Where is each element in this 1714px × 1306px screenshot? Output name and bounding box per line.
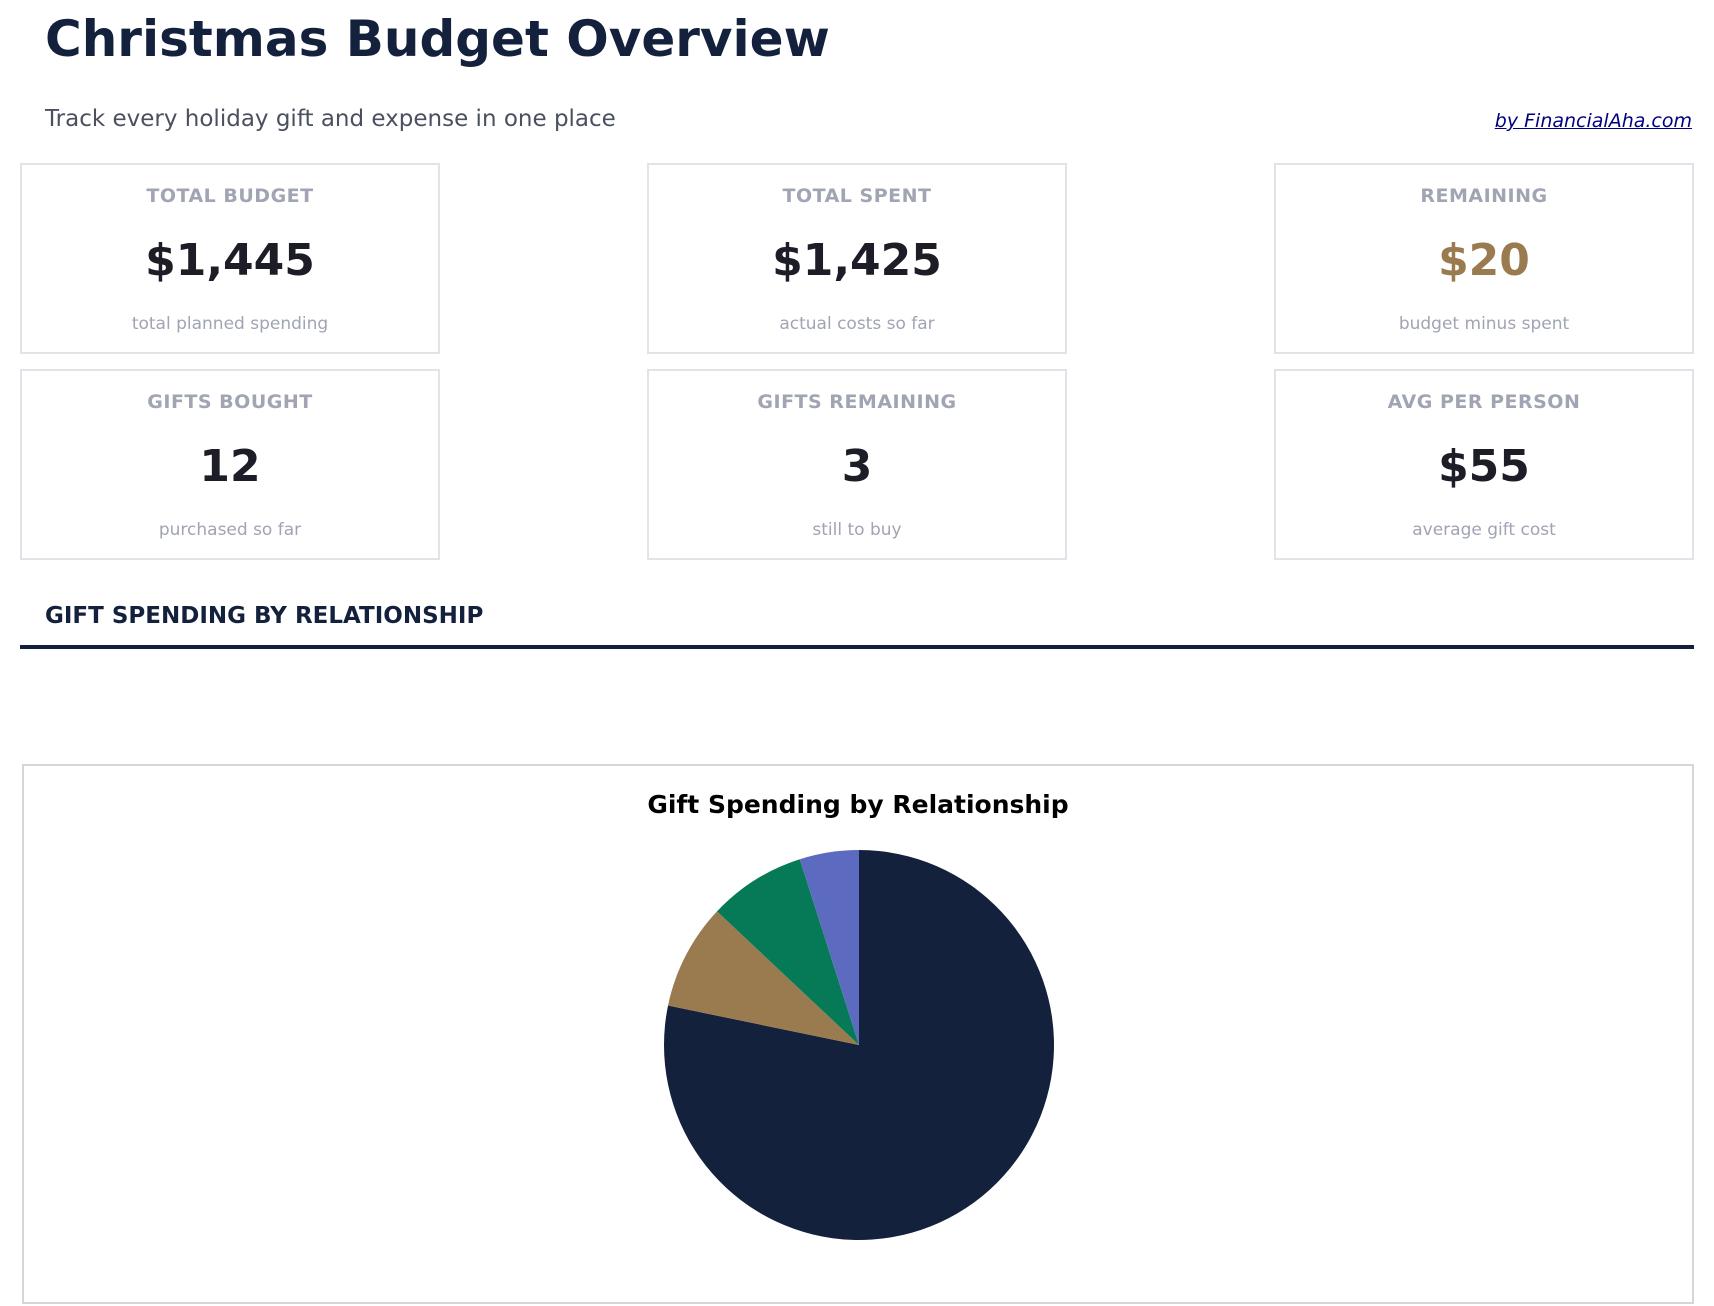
pie-chart	[664, 850, 1054, 1240]
card-gifts-bought: GIFTS BOUGHT 12 purchased so far	[20, 369, 440, 560]
card-label: TOTAL SPENT	[782, 185, 932, 207]
card-subtext: purchased so far	[158, 520, 302, 540]
card-label: TOTAL BUDGET	[146, 185, 314, 207]
card-label: GIFTS BOUGHT	[147, 391, 313, 413]
card-total-spent: TOTAL SPENT $1,425 actual costs so far	[647, 163, 1067, 354]
credit-link[interactable]: by FinancialAha.com	[1494, 110, 1692, 132]
card-remaining: REMAINING $20 budget minus spent	[1274, 163, 1694, 354]
card-value: $1,425	[772, 235, 942, 286]
card-subtext: actual costs so far	[779, 314, 935, 334]
page-title: Christmas Budget Overview	[45, 10, 830, 68]
pie-slice-1[interactable]	[668, 911, 859, 1045]
page-subtitle: Track every holiday gift and expense in …	[45, 106, 616, 132]
card-subtext: average gift cost	[1412, 520, 1556, 540]
pie-slice-3[interactable]	[799, 850, 859, 1045]
card-value: $20	[1438, 235, 1530, 286]
pie-slice-2[interactable]	[716, 859, 859, 1045]
chart-title: Gift Spending by Relationship	[647, 790, 1069, 819]
card-value: 3	[841, 441, 873, 492]
card-value: $1,445	[145, 235, 315, 286]
card-subtext: total planned spending	[131, 314, 329, 334]
card-avg-per-person: AVG PER PERSON $55 average gift cost	[1274, 369, 1694, 560]
card-label: GIFTS REMAINING	[757, 391, 957, 413]
card-label: AVG PER PERSON	[1387, 391, 1581, 413]
card-subtext: still to buy	[812, 520, 902, 540]
section-heading: GIFT SPENDING BY RELATIONSHIP	[45, 603, 484, 629]
card-total-budget: TOTAL BUDGET $1,445 total planned spendi…	[20, 163, 440, 354]
card-value: $55	[1438, 441, 1530, 492]
card-gifts-remaining: GIFTS REMAINING 3 still to buy	[647, 369, 1067, 560]
card-value: 12	[199, 441, 261, 492]
card-label: REMAINING	[1420, 185, 1548, 207]
section-divider	[20, 645, 1694, 649]
chart-container: Gift Spending by Relationship	[22, 764, 1694, 1304]
card-subtext: budget minus spent	[1398, 314, 1570, 334]
